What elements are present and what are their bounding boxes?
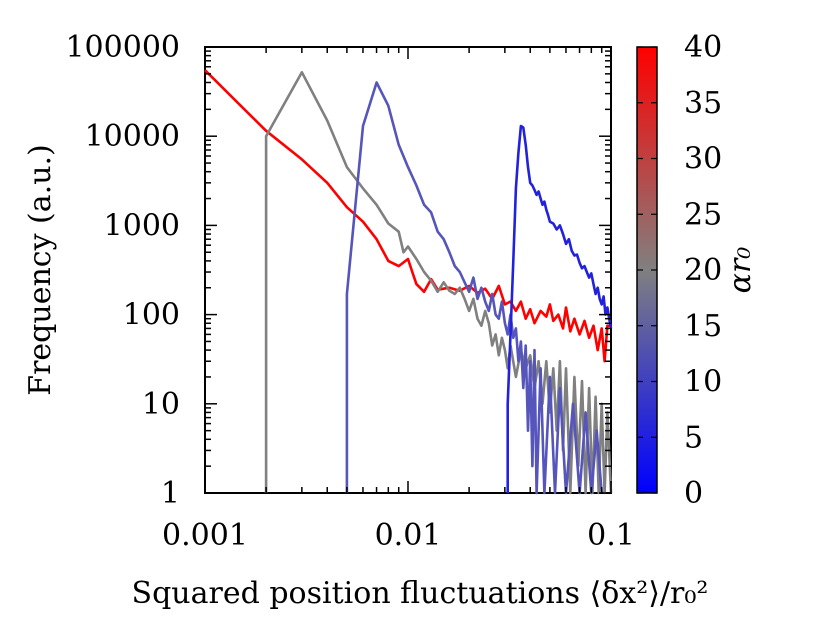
x-axis-label: Squared position fluctuations ⟨δx²⟩/r₀² xyxy=(132,576,709,611)
colorbar-label: αr₀ xyxy=(723,247,758,294)
colorbar-tick-label: 25 xyxy=(684,197,722,232)
tick-layer: 0.001 0.01 0.1 1 10 100 1000 10000 100000 xyxy=(65,30,634,553)
x-tick-label: 0.001 xyxy=(162,518,248,553)
y-axis-label: Frequency (a.u.) xyxy=(23,144,58,395)
y-tick-label: 1 xyxy=(161,476,180,511)
y-tick-label: 100 xyxy=(123,298,180,333)
y-tick-label: 10000 xyxy=(85,119,180,154)
colorbar-tick-label: 40 xyxy=(684,30,722,65)
x-tick-label: 0.1 xyxy=(587,518,635,553)
y-tick-label: 100000 xyxy=(65,30,180,65)
series-layer xyxy=(204,69,613,495)
colorbar-tick-label: 10 xyxy=(684,365,722,400)
colorbar-ticks: 0 5 10 15 20 25 30 35 40 xyxy=(637,30,722,511)
colorbar-tick-label: 35 xyxy=(684,86,722,121)
colorbar-tick-label: 0 xyxy=(684,476,703,511)
colorbar-tick-label: 5 xyxy=(684,420,703,455)
colorbar-tick-label: 15 xyxy=(684,309,722,344)
y-tick-label: 10 xyxy=(142,387,180,422)
y-tick-label: 1000 xyxy=(104,208,180,243)
series-line-2 xyxy=(264,71,613,495)
series-line-3 xyxy=(345,81,603,495)
series-line-4 xyxy=(506,124,613,493)
x-tick-label: 0.01 xyxy=(375,518,442,553)
series-line-1 xyxy=(204,69,611,363)
colorbar-tick-label: 20 xyxy=(684,253,722,288)
colorbar-tick-label: 30 xyxy=(684,142,722,177)
